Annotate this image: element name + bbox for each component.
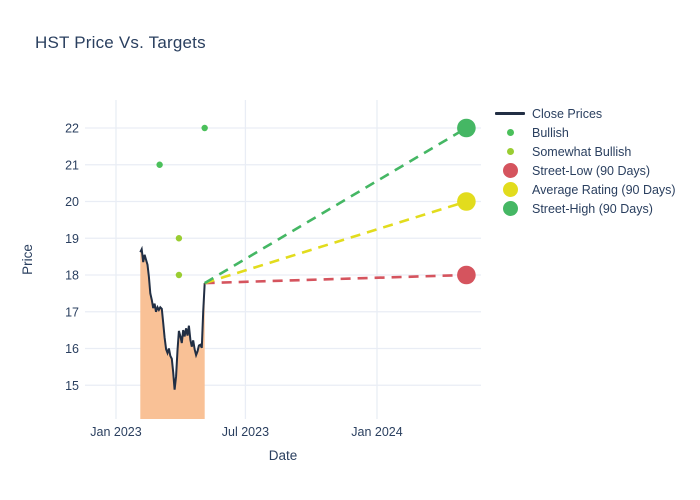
legend-label: Close Prices (532, 106, 603, 121)
legend-item-bullish[interactable]: Bullish (494, 123, 676, 142)
y-tick-label: 15 (65, 379, 79, 393)
y-tick-label: 22 (65, 122, 79, 136)
rating-dot-somewhat-bullish[interactable] (175, 271, 183, 279)
target-dot-average-rating-90-days[interactable] (457, 192, 476, 211)
close-price-line (139, 245, 206, 390)
rating-dot-bullish[interactable] (156, 161, 163, 168)
legend-item-somewhat-bullish[interactable]: Somewhat Bullish (494, 142, 676, 161)
y-tick-label: 18 (65, 269, 79, 283)
target-line-street-high-90-days (204, 126, 468, 285)
legend-item-close-prices[interactable]: Close Prices (494, 104, 676, 123)
target-line-average-rating-90-days (204, 200, 467, 285)
target-dot-street-low-90-days[interactable] (457, 265, 476, 285)
legend-label: Street-Low (90 Days) (532, 163, 651, 178)
rating-dot-bullish[interactable] (201, 124, 208, 132)
legend-label: Somewhat Bullish (532, 144, 632, 159)
somewhat-bullish-dot-icon (494, 148, 526, 155)
y-tick-label: 16 (65, 342, 79, 356)
legend-label: Street-High (90 Days) (532, 201, 653, 216)
legend-item-street-high[interactable]: Street-High (90 Days) (494, 199, 676, 218)
street-high-dot-icon (494, 201, 526, 216)
y-tick-label: 19 (65, 232, 79, 246)
legend: Close Prices Bullish Somewhat Bullish St… (494, 104, 676, 218)
chart-title: HST Price Vs. Targets (35, 33, 206, 52)
y-tick-label: 17 (65, 305, 79, 319)
bullish-dot-icon (494, 129, 526, 136)
close-prices-line-marker (494, 112, 526, 115)
close-price-fill (140, 249, 205, 419)
y-tick-label: 20 (65, 195, 79, 209)
rating-dot-somewhat-bullish[interactable] (175, 235, 183, 242)
average-rating-dot-icon (494, 182, 526, 197)
x-axis-title: Date (269, 448, 298, 463)
legend-label: Bullish (532, 125, 569, 140)
street-low-dot-icon (494, 163, 526, 178)
legend-item-average-rating[interactable]: Average Rating (90 Days) (494, 180, 676, 199)
x-tick-label: Jan 2023 (90, 425, 141, 439)
x-tick-label: Jul 2023 (222, 425, 269, 439)
y-axis-title: Price (20, 244, 35, 275)
x-tick-label: Jan 2024 (351, 425, 402, 439)
target-line-street-low-90-days (204, 273, 467, 285)
legend-label: Average Rating (90 Days) (532, 182, 676, 197)
legend-item-street-low[interactable]: Street-Low (90 Days) (494, 161, 676, 180)
target-dot-street-high-90-days[interactable] (457, 118, 476, 138)
y-tick-label: 21 (65, 158, 79, 172)
